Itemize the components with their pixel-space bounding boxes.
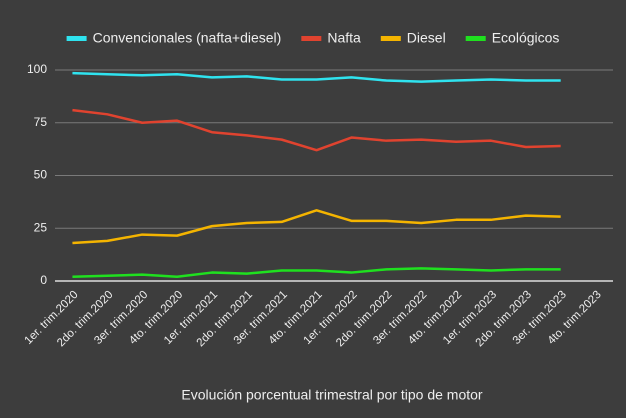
line xyxy=(72,71,561,83)
line xyxy=(72,267,561,279)
legend-swatch xyxy=(465,36,486,41)
legend-label: Nafta xyxy=(327,30,361,46)
legend-swatch xyxy=(66,36,87,41)
line xyxy=(72,209,561,245)
y-tick-label: 50 xyxy=(34,168,48,182)
legend-label: Diesel xyxy=(407,30,446,46)
y-tick-label: 0 xyxy=(40,273,47,287)
x-axis-label: Evolución porcentual trimestral por tipo… xyxy=(181,387,482,403)
line xyxy=(72,108,561,152)
y-tick-label: 100 xyxy=(27,62,47,76)
y-tick-label: 75 xyxy=(34,115,48,129)
legend-label: Convencionales (nafta+diesel) xyxy=(93,30,282,46)
legend-swatch xyxy=(301,36,322,41)
y-tick-label: 25 xyxy=(34,220,48,234)
legend-label: Ecológicos xyxy=(492,30,560,46)
legend-swatch xyxy=(380,36,401,41)
